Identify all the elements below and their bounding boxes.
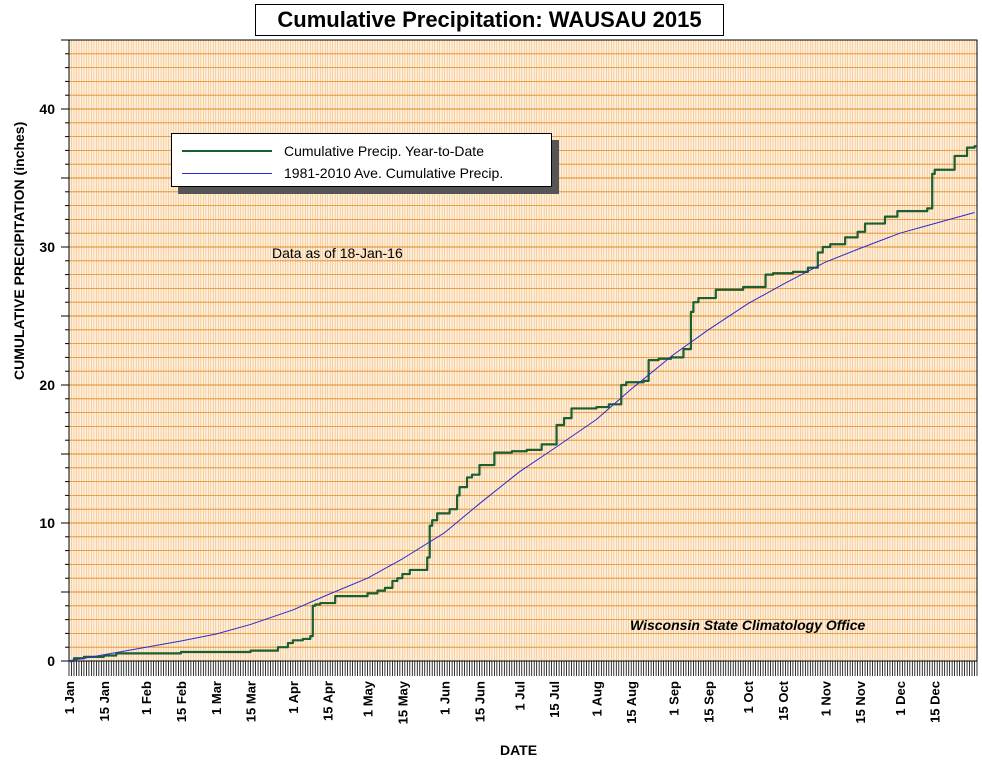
x-tick-label: 1 Jun [438,681,453,715]
legend-item-ytd: Cumulative Precip. Year-to-Date [182,141,484,161]
x-tick-label: 15 Aug [624,681,639,724]
x-tick-label: 1 Sep [667,681,682,716]
x-tick-label: 1 Jul [512,681,527,711]
x-tick-label: 1 Mar [209,681,224,715]
x-tick-label: 1 Aug [589,681,604,717]
series-line-ytd [69,145,977,663]
x-tick-label: 15 Mar [244,681,259,722]
chart-title: Cumulative Precipitation: WAUSAU 2015 [255,4,724,36]
plot-frame [68,39,978,662]
x-tick-label: 15 Jan [97,681,112,722]
legend-label-ytd: Cumulative Precip. Year-to-Date [284,143,484,159]
x-tick-label: 15 Feb [174,681,189,722]
y-tick-label: 10 [39,515,55,531]
x-tick-label: 1 Nov [818,680,833,716]
x-tick-label: 15 Oct [776,680,791,720]
data-as-of-note: Data as of 18-Jan-16 [272,245,403,261]
x-axis-label: DATE [500,742,538,758]
x-tick-label: 15 Apr [321,681,336,721]
x-tick-label: 15 Sep [701,681,716,723]
x-tick-label: 15 May [395,680,410,724]
x-tick-label: 15 Jun [472,681,487,722]
legend-item-average: 1981-2010 Ave. Cumulative Precip. [182,163,503,183]
x-tick-label: 15 Dec [928,681,943,723]
y-axis-label: CUMULATIVE PRECIPITATION (inches) [11,121,27,380]
y-tick-label: 0 [47,653,55,669]
x-tick-label: 1 Feb [139,681,154,715]
x-tick-label: 1 Apr [286,681,301,714]
legend-label-average: 1981-2010 Ave. Cumulative Precip. [284,165,504,181]
source-credit: Wisconsin State Climatology Office [630,617,866,633]
y-tick-label: 20 [39,377,55,393]
series-line-average [68,212,975,662]
x-tick-label: 1 Jan [62,681,77,714]
y-tick-label: 40 [39,101,55,117]
x-tick-label: 15 Jul [547,681,562,718]
x-tick-label: 1 May [361,680,376,717]
legend-swatch-average [182,172,272,174]
x-tick-label: 15 Nov [853,680,868,723]
x-tick-label: 1 Oct [741,680,756,713]
legend: Cumulative Precip. Year-to-Date 1981-201… [171,133,552,187]
legend-swatch-ytd [182,150,272,152]
x-tick-label: 1 Dec [893,681,908,716]
y-tick-label: 30 [39,239,55,255]
